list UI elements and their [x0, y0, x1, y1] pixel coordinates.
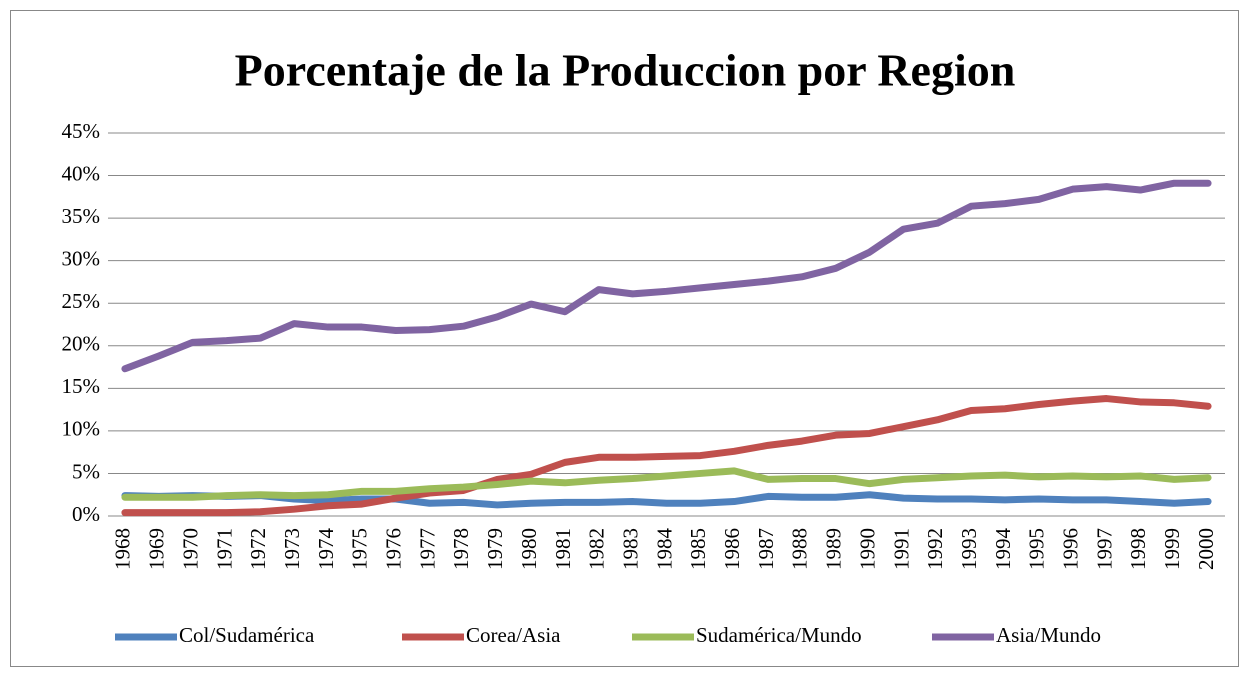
- x-tick-label: 1989: [822, 528, 846, 570]
- x-tick-label: 1987: [754, 528, 778, 570]
- x-tick-label: 1979: [483, 528, 507, 570]
- x-tick-label: 1969: [145, 528, 169, 570]
- series-line: [121, 179, 1212, 373]
- y-tick-label: 10%: [62, 417, 101, 441]
- x-tick-label: 1988: [788, 528, 812, 570]
- x-tick-label: 1970: [178, 528, 202, 570]
- x-tick-label: 1986: [720, 528, 744, 570]
- x-tick-label: 1974: [314, 528, 338, 571]
- x-tick-label: 1997: [1092, 528, 1116, 570]
- y-tick-label: 20%: [62, 332, 101, 356]
- x-tick-label: 1977: [415, 528, 439, 570]
- x-tick-label: 1996: [1058, 528, 1082, 570]
- x-tick-label: 1981: [551, 528, 575, 570]
- x-tick-label: 1995: [1025, 528, 1049, 570]
- y-tick-label: 15%: [62, 374, 101, 398]
- y-tick-label: 5%: [72, 459, 100, 483]
- x-tick-label: 1968: [111, 528, 135, 570]
- chart-title: Porcentaje de la Produccion por Region: [235, 45, 1016, 96]
- x-tick-label: 1975: [348, 528, 372, 570]
- legend-label: Asia/Mundo: [996, 623, 1101, 647]
- series-line: [121, 491, 1212, 509]
- y-tick-label: 0%: [72, 502, 100, 526]
- x-tick-label: 1973: [280, 528, 304, 570]
- x-tick-label: 1991: [889, 528, 913, 570]
- legend-label: Col/Sudamérica: [179, 623, 315, 647]
- x-tick-label: 1984: [652, 528, 676, 571]
- series-line: [121, 395, 1212, 517]
- y-tick-label: 40%: [62, 161, 101, 185]
- legend-label: Sudamérica/Mundo: [696, 623, 862, 647]
- x-tick-label: 1971: [212, 528, 236, 570]
- x-tick-label: 1983: [618, 528, 642, 570]
- x-tick-label: 1976: [382, 528, 406, 570]
- y-tick-label: 35%: [62, 204, 101, 228]
- x-tick-label: 1993: [957, 528, 981, 570]
- x-tick-label: 1998: [1126, 528, 1150, 570]
- x-tick-label: 1994: [991, 528, 1015, 571]
- x-tick-label: 2000: [1194, 528, 1218, 570]
- x-tick-label: 1982: [585, 528, 609, 570]
- x-tick-label: 1985: [686, 528, 710, 570]
- y-tick-label: 30%: [62, 246, 101, 270]
- y-tick-label: 45%: [62, 119, 101, 143]
- x-tick-label: 1972: [246, 528, 270, 570]
- series-line: [121, 467, 1212, 501]
- legend-label: Corea/Asia: [466, 623, 561, 647]
- x-tick-label: 1978: [449, 528, 473, 570]
- y-tick-label: 25%: [62, 289, 101, 313]
- x-tick-label: 1980: [517, 528, 541, 570]
- x-tick-label: 1992: [923, 528, 947, 570]
- x-tick-label: 1999: [1160, 528, 1184, 570]
- x-tick-label: 1990: [855, 528, 879, 570]
